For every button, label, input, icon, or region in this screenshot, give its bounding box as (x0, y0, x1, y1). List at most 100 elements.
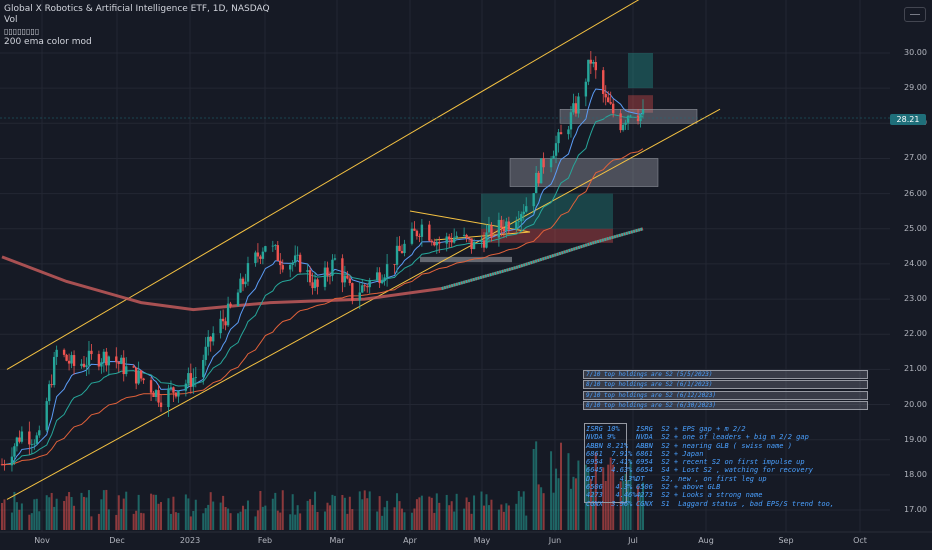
volume-bar (55, 498, 58, 530)
candle-body (326, 267, 329, 276)
x-tick-label: Feb (257, 536, 273, 545)
volume-bar (219, 502, 222, 530)
volume-bar (137, 494, 140, 530)
volume-bar (361, 499, 364, 530)
candles (0, 51, 645, 472)
x-tick-label: Aug (698, 536, 714, 545)
candle-body (395, 245, 399, 265)
candle-body (107, 356, 111, 366)
candle-body (341, 258, 344, 283)
weight-line: ABBN 8.21% (586, 441, 629, 450)
volume-bar (30, 513, 33, 530)
volume-bar (497, 509, 500, 530)
candle-body (433, 242, 436, 246)
volume-bar (642, 482, 644, 530)
candle-body (619, 113, 622, 131)
x-tick-label: Oct (853, 536, 867, 545)
collapse-panel-button[interactable] (904, 7, 926, 22)
candle-body (559, 132, 563, 135)
weight-line: 6645 4.63% (586, 466, 633, 475)
volume-bar (306, 500, 309, 530)
volume-bar (3, 499, 6, 530)
candle-body (236, 292, 240, 307)
candle-body (435, 242, 438, 246)
candle-body (184, 383, 188, 391)
volume-bar (10, 512, 13, 530)
volume-bar (604, 481, 607, 530)
volume-bar (224, 507, 227, 530)
candle-body (385, 264, 389, 278)
volume-bar (169, 513, 172, 530)
volume-legend: Vol (4, 15, 18, 25)
volume-bar (376, 511, 379, 530)
weight-line: 4273 4.46% (586, 491, 637, 500)
candle-body (537, 172, 540, 184)
candle-body (67, 360, 71, 364)
volume-bar (430, 497, 433, 530)
volume-bar (132, 513, 135, 530)
candle-body (470, 238, 473, 250)
channel-upper-line (6, 0, 640, 370)
candle-body (520, 214, 523, 222)
candle-body (410, 228, 414, 244)
volume-bar (480, 491, 483, 530)
candle-body (641, 109, 645, 115)
volume-bar (351, 509, 354, 530)
moving-average-line (1, 148, 644, 466)
volume-bar (341, 495, 344, 530)
candle-body (177, 390, 180, 397)
volume-bar (535, 441, 538, 530)
volume-bar (204, 508, 207, 530)
candle-body (72, 355, 76, 366)
candle-body (621, 124, 625, 131)
volume-bar (465, 497, 468, 530)
weight-line: NVDA 9% (586, 433, 616, 442)
candle-body (328, 275, 332, 277)
volume-bar (602, 467, 605, 530)
volume-bar (80, 492, 83, 530)
volume-bar (368, 491, 371, 530)
volume-bar (100, 499, 103, 530)
volume-bar (525, 515, 528, 530)
candle-body (18, 437, 21, 442)
candle-body (274, 245, 277, 246)
candle-body (38, 430, 41, 436)
candle-body (532, 193, 535, 207)
volume-bar (507, 505, 510, 530)
y-tick-label: 24.00 (904, 258, 927, 268)
volume-bar (291, 494, 294, 530)
y-tick-label: 22.00 (904, 329, 927, 339)
volume-bar (135, 510, 138, 530)
volume-bar (227, 508, 230, 530)
candle-body (169, 387, 173, 389)
volume-bar (413, 508, 416, 530)
volume-bar (82, 496, 85, 530)
candle-body (452, 237, 456, 243)
volume-bar (378, 496, 381, 530)
candle-body (348, 278, 352, 284)
candle-body (152, 392, 155, 398)
candle-body (281, 265, 284, 270)
volume-bar (296, 505, 299, 530)
candle-body (368, 280, 371, 288)
candle-body (462, 234, 466, 236)
volume-bar (629, 460, 632, 530)
candle-body (400, 251, 404, 254)
volume-bar (589, 478, 592, 530)
y-tick-label: 30.00 (904, 48, 927, 57)
holdings-row: 8/10 top holdings are S2 (6/1/2023) (583, 380, 868, 389)
volume-bar (624, 473, 627, 530)
x-tick-label: Apr (403, 536, 417, 545)
volume-bar (309, 499, 312, 530)
volume-bar (333, 495, 336, 530)
volume-bar (274, 492, 277, 530)
y-tick-label: 18.00 (904, 469, 927, 479)
volume-bar (574, 478, 577, 530)
weight-line: ISRG 10% (586, 425, 620, 433)
candle-body (418, 236, 421, 238)
volume-bar (639, 492, 642, 530)
candle-body (467, 237, 471, 239)
candle-body (137, 370, 140, 384)
volume-bar (485, 494, 488, 530)
